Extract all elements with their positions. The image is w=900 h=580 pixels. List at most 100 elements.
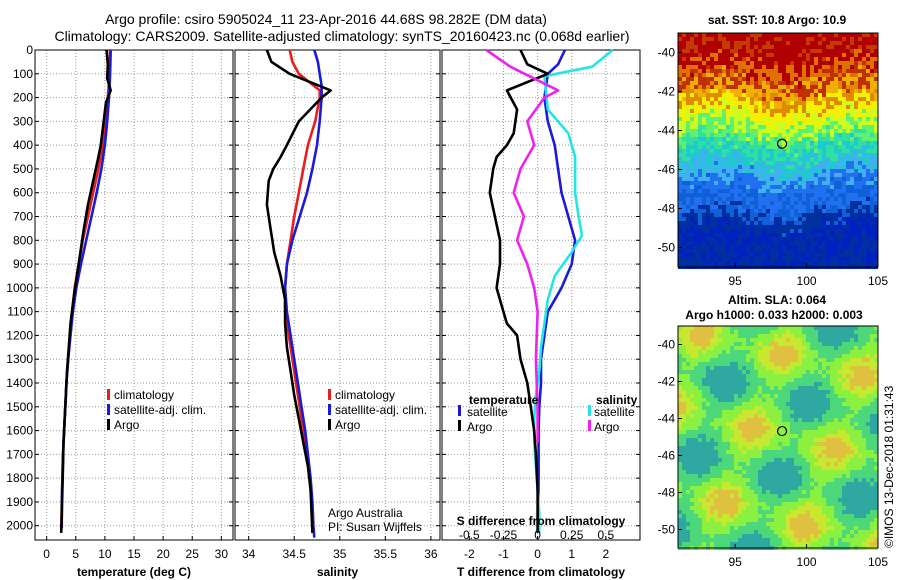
x-tick-label: 1 (568, 547, 575, 561)
sla-map-cell (766, 330, 770, 334)
sla-map-cell (746, 458, 750, 462)
sst-map-cell (690, 233, 694, 237)
sla-map-cell (698, 446, 702, 450)
sst-map-cell (710, 125, 714, 129)
sst-map-cell (710, 45, 714, 49)
sst-map-cell (854, 121, 858, 125)
sst-map-cell (678, 157, 682, 161)
sla-map-cell (810, 438, 814, 442)
sst-map-cell (738, 105, 742, 109)
sst-map-cell (790, 97, 794, 101)
sst-map-cell (730, 121, 734, 125)
sla-map-cell (758, 390, 762, 394)
sla-map-cell (678, 458, 682, 462)
sst-map-cell (838, 245, 842, 249)
sst-map-cell (770, 157, 774, 161)
depth-tick-label: 600 (13, 186, 33, 200)
sla-map-cell (762, 454, 766, 458)
sst-map-cell (830, 249, 834, 253)
sst-map-cell (822, 85, 826, 89)
sst-map-cell (838, 185, 842, 189)
sst-map-cell (794, 137, 798, 141)
sst-map-cell (754, 261, 758, 265)
sla-map-cell (678, 390, 682, 394)
sst-map-cell (762, 201, 766, 205)
sla-map-cell (866, 326, 870, 330)
sla-map-cell (782, 398, 786, 402)
sla-map-cell (710, 450, 714, 454)
sst-map-cell (866, 149, 870, 153)
sst-map-cell (790, 245, 794, 249)
sla-map-cell (718, 462, 722, 466)
sst-map-cell (774, 249, 778, 253)
sst-map-cell (806, 105, 810, 109)
sla-map-cell (850, 430, 854, 434)
sla-map-cell (686, 370, 690, 374)
sla-map-cell (842, 434, 846, 438)
sst-map-cell (794, 181, 798, 185)
sla-map-cell (702, 426, 706, 430)
sst-map-cell (726, 257, 730, 261)
sst-map-cell (818, 101, 822, 105)
sst-map-cell (698, 49, 702, 53)
sst-map-cell (826, 121, 830, 125)
sst-map-cell (822, 257, 826, 261)
sst-map-cell (822, 197, 826, 201)
sla-map-cell (710, 394, 714, 398)
sst-map-cell (790, 109, 794, 113)
sst-map-cell (770, 233, 774, 237)
sst-map-cell (706, 209, 710, 213)
sst-map-cell (802, 173, 806, 177)
sla-map-cell (802, 434, 806, 438)
sst-map-cell (794, 77, 798, 81)
sla-map-cell (802, 458, 806, 462)
sst-map-cell (730, 233, 734, 237)
sla-map-cell (778, 342, 782, 346)
sst-map-cell (834, 261, 838, 265)
sst-map-cell (778, 85, 782, 89)
sla-map-cell (730, 410, 734, 414)
sla-map-cell (766, 394, 770, 398)
sla-map-cell (850, 442, 854, 446)
sst-map-cell (766, 201, 770, 205)
sla-map-cell (862, 386, 866, 390)
sla-map-cell (762, 358, 766, 362)
sst-map-cell (738, 125, 742, 129)
sst-map-cell (734, 105, 738, 109)
sst-map-cell (766, 65, 770, 69)
sla-map-cell (850, 378, 854, 382)
sst-map-cell (718, 101, 722, 105)
sst-map-cell (838, 133, 842, 137)
sst-map-cell (866, 245, 870, 249)
sla-map-cell (762, 430, 766, 434)
sst-map-cell (766, 253, 770, 257)
sla-map-cell (830, 446, 834, 450)
sst-map-cell (850, 169, 854, 173)
sst-map-cell (710, 201, 714, 205)
sst-map-cell (694, 109, 698, 113)
sst-map-cell (734, 241, 738, 245)
sst-map-cell (774, 105, 778, 109)
sst-map-cell (762, 241, 766, 245)
sla-map-cell (774, 450, 778, 454)
sst-map-cell (782, 217, 786, 221)
sla-map-cell (762, 326, 766, 330)
sst-map-cell (694, 249, 698, 253)
sla-map-cell (818, 410, 822, 414)
sst-map-cell (678, 41, 682, 45)
sla-map-cell (810, 350, 814, 354)
sst-map-cell (870, 213, 874, 217)
sst-map-cell (810, 209, 814, 213)
sst-map-cell (702, 129, 706, 133)
sst-map-cell (850, 81, 854, 85)
sst-map-cell (862, 237, 866, 241)
sla-map-cell (718, 442, 722, 446)
sst-map-cell (782, 177, 786, 181)
sst-map-cell (862, 221, 866, 225)
sst-map-cell (838, 257, 842, 261)
sla-map-cell (778, 422, 782, 426)
sla-map-cell (698, 406, 702, 410)
sla-map-cell (698, 350, 702, 354)
